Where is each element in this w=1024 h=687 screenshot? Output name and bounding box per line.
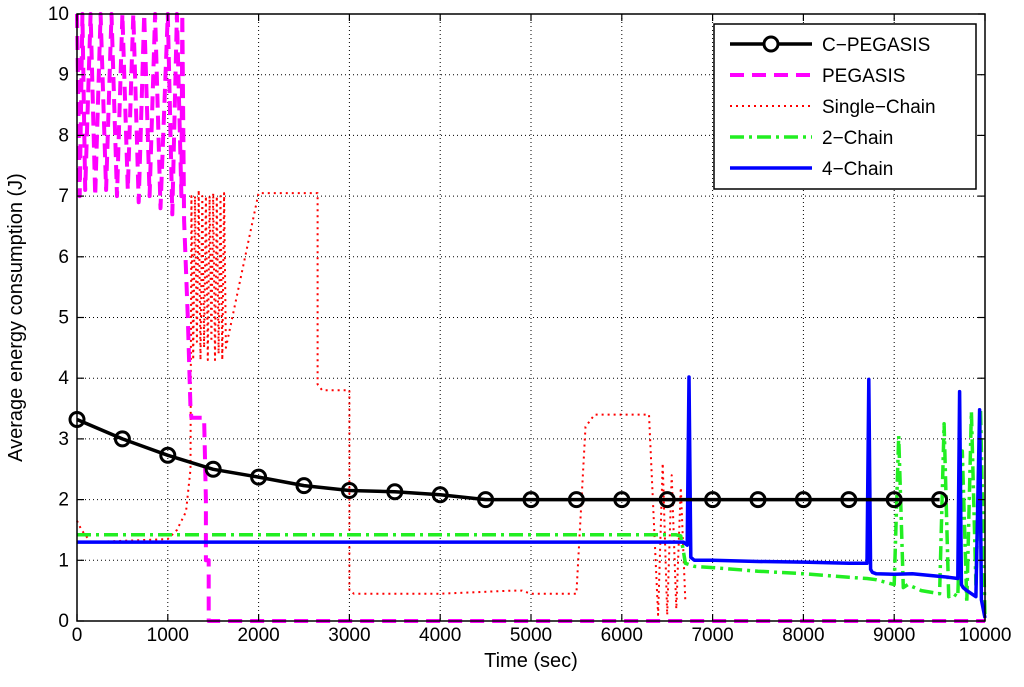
legend-label: PEGASIS (822, 66, 905, 87)
data-point (931, 491, 949, 509)
legend-label: C−PEGASIS (822, 35, 930, 56)
y-tick-label: 2 (58, 490, 69, 511)
data-point (749, 491, 767, 509)
x-axis-title: Time (sec) (484, 650, 578, 672)
y-tick-label: 8 (58, 125, 69, 146)
data-point (704, 491, 722, 509)
ticks: 0 1000 2000 3000 4000 5000 6000 7000 8000 9000 100… (48, 4, 1012, 646)
x-tick-label: 10000 (959, 625, 1012, 646)
legend: C−PEGASIS PEGASIS Single−Chain 2−Chain 4−Cha… (713, 23, 977, 190)
legend-label: Single−Chain (822, 97, 936, 118)
x-tick-label: 6000 (601, 625, 643, 646)
series-2 (76, 189, 687, 616)
data-point (250, 468, 268, 486)
x-tick-label: 7000 (691, 625, 733, 646)
y-tick-label: 5 (58, 308, 69, 329)
legend-label: 4−Chain (822, 159, 893, 180)
data-point (613, 491, 631, 509)
data-point (386, 483, 404, 501)
series-4 (77, 375, 987, 619)
data-point (204, 460, 222, 478)
data-point (658, 491, 676, 509)
y-tick-label: 9 (58, 65, 69, 86)
series-line (76, 189, 687, 616)
data-point (340, 481, 358, 499)
legend-box (713, 23, 977, 190)
x-tick-label: 5000 (510, 625, 552, 646)
x-tick-label: 3000 (328, 625, 370, 646)
y-tick-label: 6 (58, 247, 69, 268)
y-tick-label: 0 (58, 611, 69, 632)
series-line (77, 406, 987, 619)
y-tick-label: 3 (58, 429, 69, 450)
legend-marker (762, 35, 780, 53)
series-line (77, 375, 987, 619)
data-point (794, 491, 812, 509)
series-3 (77, 406, 987, 619)
y-axis-title: Average energy consumption (J) (5, 173, 27, 462)
x-tick-label: 4000 (419, 625, 461, 646)
legend-label: 2−Chain (822, 128, 893, 149)
x-tick-label: 9000 (873, 625, 915, 646)
data-point (885, 491, 903, 509)
data-point (113, 430, 131, 448)
data-point (840, 491, 858, 509)
data-point (522, 491, 540, 509)
data-point (159, 446, 177, 464)
y-tick-label: 4 (58, 368, 69, 389)
x-tick-label: 0 (72, 625, 83, 646)
data-point (431, 486, 449, 504)
y-tick-label: 10 (48, 4, 69, 25)
data-point (477, 491, 495, 509)
x-tick-label: 2000 (237, 625, 279, 646)
x-tick-label: 1000 (147, 625, 189, 646)
data-point (567, 491, 585, 509)
y-tick-label: 1 (58, 550, 69, 571)
y-tick-label: 7 (58, 186, 69, 207)
data-point (295, 477, 313, 495)
x-tick-label: 8000 (782, 625, 824, 646)
